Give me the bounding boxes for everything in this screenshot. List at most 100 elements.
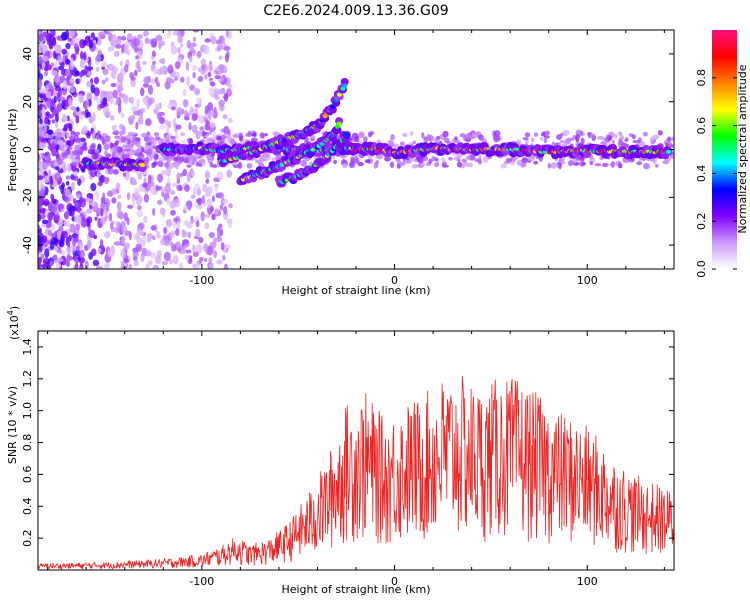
colorbar-tick-label: 0.4: [695, 165, 708, 183]
heatmap-noise-cell: [112, 169, 119, 175]
heatmap-noise-cell: [54, 172, 61, 182]
heatmap-noise-cell: [73, 43, 79, 50]
heatmap-noise-cell: [77, 215, 82, 225]
heatmap-noise-cell: [165, 219, 172, 228]
heatmap-noise-cell: [456, 161, 462, 168]
heatmap-ridge-core: [344, 132, 350, 137]
heatmap-noise-cell: [195, 229, 201, 238]
heatmap-noise-cell: [103, 144, 110, 151]
heatmap-noise-cell: [364, 159, 371, 164]
heatmap-noise-cell: [90, 84, 96, 94]
heatmap-noise-cell: [358, 140, 363, 144]
heatmap-noise-cell: [58, 249, 63, 255]
heatmap-noise-cell: [38, 127, 43, 137]
heatmap-noise-cell: [43, 71, 48, 77]
heatmap-noise-cell: [231, 162, 237, 166]
heatmap-noise-cell: [505, 157, 513, 163]
heatmap-noise-cell: [115, 182, 121, 191]
heatmap-noise-cell: [57, 54, 63, 64]
heatmap-noise-cell: [181, 248, 186, 253]
heatmap-noise-cell: [68, 234, 72, 242]
heatmap-noise-cell: [178, 185, 183, 192]
heatmap-noise-cell: [198, 163, 203, 168]
heatmap-noise-cell: [172, 254, 179, 265]
heatmap-noise-cell: [223, 92, 229, 103]
heatmap-noise-cell: [145, 148, 153, 156]
heatmap-noise-cell: [222, 114, 228, 120]
heatmap-noise-cell: [190, 194, 196, 199]
snr-scale-exponent: 4: [6, 310, 15, 315]
heatmap-noise-cell: [135, 243, 142, 252]
heatmap-noise-cell: [86, 239, 92, 250]
heatmap-noise-cell: [427, 134, 434, 142]
heatmap-noise-cell: [164, 184, 172, 194]
heatmap-noise-cell: [101, 90, 107, 97]
heatmap-noise-cell: [133, 259, 139, 267]
heatmap-noise-cell: [43, 198, 50, 207]
heatmap-noise-cell: [56, 104, 61, 111]
heatmap-noise-cell: [124, 153, 130, 159]
heatmap-noise-cell: [200, 211, 206, 222]
heatmap-noise-cell: [527, 155, 535, 162]
heatmap-noise-cell: [152, 161, 158, 166]
heatmap-noise-cell: [618, 163, 623, 169]
heatmap-noise-cell: [132, 251, 139, 257]
heatmap-noise-cell: [93, 95, 98, 101]
heatmap-noise-cell: [116, 221, 122, 228]
heatmap-noise-cell: [213, 106, 217, 114]
heatmap-ridge-halo: [333, 126, 342, 135]
heatmap-noise-cell: [632, 134, 636, 140]
heatmap-noise-cell: [111, 151, 116, 157]
heatmap-noise-cell: [54, 246, 59, 252]
heatmap-noise-cell: [70, 181, 76, 192]
heatmap-noise-cell: [67, 84, 71, 92]
heatmap-noise-cell: [65, 58, 71, 65]
heatmap-noise-cell: [128, 131, 133, 137]
heatmap-noise-cell: [192, 244, 196, 253]
heatmap-noise-cell: [38, 33, 44, 42]
heatmap-noise-cell: [78, 113, 85, 120]
heatmap-noise-cell: [153, 153, 159, 160]
heatmap-noise-cell: [440, 157, 446, 162]
heatmap-noise-cell: [98, 104, 106, 109]
colorbar-tick-label: 0.2: [695, 212, 708, 230]
heatmap-noise-cell: [44, 152, 48, 157]
colorbar-label: Normalized spectral amplitude: [736, 64, 749, 233]
heatmap-noise-cell: [121, 235, 126, 245]
x-tick-label: 100: [577, 274, 598, 287]
heatmap-noise-cell: [165, 119, 169, 127]
heatmap-noise-cell: [57, 139, 64, 146]
heatmap-noise-cell: [60, 31, 68, 41]
heatmap-noise-cell: [195, 261, 200, 269]
heatmap-noise-cell: [51, 147, 57, 154]
heatmap-noise-cell: [65, 122, 71, 129]
heatmap-noise-cell: [118, 86, 122, 97]
heatmap-noise-cell: [174, 75, 179, 81]
heatmap-noise-cell: [102, 97, 108, 106]
heatmap-noise-cell: [66, 246, 73, 255]
heatmap-noise-cell: [63, 152, 68, 157]
heatmap-noise-cell: [95, 265, 103, 269]
heatmap-noise-cell: [352, 158, 360, 164]
heatmap-noise-cell: [212, 239, 217, 248]
heatmap-noise-cell: [160, 187, 164, 193]
heatmap-noise-cell: [73, 131, 81, 136]
heatmap-noise-cell: [159, 207, 166, 215]
x-tick-label: 0: [391, 575, 398, 588]
heatmap-noise-cell: [367, 131, 373, 138]
heatmap-noise-cell: [219, 228, 224, 237]
heatmap-noise-cell: [232, 134, 239, 138]
heatmap-noise-cell: [65, 42, 71, 50]
heatmap-noise-cell: [120, 248, 127, 258]
heatmap-noise-cell: [107, 46, 112, 53]
y-tick-label: 0.8: [21, 434, 34, 452]
heatmap-noise-cell: [72, 37, 79, 44]
heatmap-noise-cell: [207, 110, 212, 121]
heatmap-noise-cell: [133, 69, 138, 77]
heatmap-noise-cell: [158, 138, 163, 145]
heatmap-noise-cell: [134, 137, 141, 142]
y-tick-label: 1.2: [21, 370, 34, 388]
heatmap-noise-cell: [223, 45, 231, 51]
heatmap-noise-cell: [54, 77, 61, 83]
heatmap-noise-cell: [140, 108, 146, 113]
